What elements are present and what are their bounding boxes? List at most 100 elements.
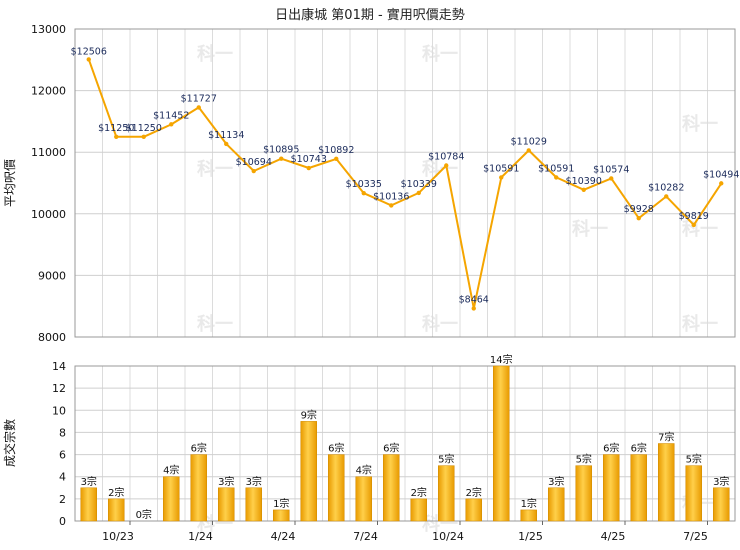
bottom-y-tick-label: 10: [52, 404, 66, 417]
count-bar: [108, 498, 125, 522]
count-data-label: 6宗: [631, 442, 647, 455]
bottom-y-tick-label: 2: [59, 493, 66, 506]
x-tick-label: 7/25: [683, 530, 708, 543]
count-bar: [603, 454, 620, 522]
top-y-tick-label: 10000: [31, 208, 66, 221]
bottom-y-tick-label: 12: [52, 382, 66, 395]
count-bar: [80, 487, 97, 522]
price-data-label: $10743: [291, 154, 327, 165]
price-data-label: $8464: [459, 294, 489, 305]
price-data-label: $11452: [153, 110, 189, 121]
price-data-label: $10591: [538, 163, 574, 174]
top-y-axis-label: 平均呎價: [3, 159, 17, 207]
watermark-text: 科一: [682, 218, 718, 240]
bottom-plot-frame: [74, 365, 736, 522]
count-data-label: 3宗: [218, 475, 234, 488]
price-point: [114, 134, 119, 139]
price-data-label: $10339: [401, 179, 437, 190]
count-data-label: 2宗: [108, 486, 124, 499]
price-line: [87, 59, 723, 310]
price-data-label: $11727: [181, 93, 217, 104]
price-point: [334, 156, 339, 162]
bottom-y-tick-label: 8: [59, 426, 66, 439]
price-point: [444, 163, 449, 168]
count-bar: [383, 454, 400, 522]
count-bar: [273, 509, 290, 522]
bottom-y-axis-label: 成交宗數: [2, 419, 17, 467]
price-point: [719, 181, 724, 186]
count-data-label: 1宗: [273, 497, 289, 510]
price-point: [609, 176, 614, 181]
price-data-label: $10892: [318, 145, 354, 156]
count-bar: [410, 498, 427, 522]
count-bar: [548, 487, 565, 522]
count-data-label: 0宗: [136, 508, 152, 521]
top-y-tick-label: 13000: [31, 23, 66, 36]
count-data-label: 3宗: [548, 475, 564, 488]
count-data-label: 6宗: [603, 442, 619, 455]
chart-title: 日出康城 第01期 - 實用呎價走勢: [275, 7, 465, 23]
x-tick-label: 1/25: [518, 530, 543, 543]
top-plot-frame: [74, 28, 736, 338]
count-data-label: 4宗: [163, 464, 179, 477]
count-data-label: 2宗: [411, 486, 427, 499]
count-data-label: 5宗: [576, 453, 592, 466]
watermark-text: 科一: [572, 218, 608, 240]
count-bar: [658, 443, 675, 522]
price-point: [554, 175, 559, 180]
price-point: [389, 203, 394, 208]
x-tick-label: 10/24: [432, 530, 464, 543]
price-data-label: $10784: [428, 152, 464, 163]
price-data-label: $10136: [373, 191, 409, 202]
count-data-label: 3宗: [713, 475, 729, 488]
count-bar: [328, 454, 345, 522]
price-data-label: $12506: [71, 46, 107, 57]
count-data-label: 3宗: [246, 475, 262, 488]
bottom-y-tick-label: 6: [59, 449, 66, 462]
price-point: [279, 156, 284, 161]
x-tick-label: 4/25: [601, 530, 626, 543]
count-bar: [465, 498, 482, 522]
price-data-label: $10591: [483, 163, 519, 174]
price-point: [361, 190, 366, 196]
price-point: [691, 222, 696, 228]
count-data-label: 4宗: [356, 464, 372, 477]
count-bar: [438, 465, 455, 522]
price-data-label: $10282: [648, 182, 684, 193]
count-bar: [685, 465, 702, 522]
price-point: [141, 134, 146, 139]
count-data-label: 6宗: [328, 442, 344, 455]
price-point: [636, 216, 641, 221]
x-tick-label: 4/24: [271, 530, 296, 543]
count-bar: [218, 487, 235, 522]
count-data-label: 5宗: [438, 453, 454, 466]
price-data-label: $9928: [624, 204, 654, 215]
bottom-y-tick-label: 0: [59, 515, 66, 528]
price-data-label: $10494: [703, 169, 739, 180]
count-data-label: 6宗: [383, 442, 399, 455]
price-point: [86, 57, 91, 62]
watermark-text: 科一: [422, 43, 458, 65]
count-bar: [245, 487, 262, 522]
x-tick-label: 7/24: [353, 530, 378, 543]
count-bar: [163, 476, 180, 522]
watermark-text: 科一: [682, 113, 718, 135]
count-bar: [713, 487, 730, 522]
count-bar: [190, 454, 207, 522]
price-data-label: $10895: [263, 145, 299, 156]
top-y-tick-label: 11000: [31, 146, 66, 159]
price-data-label: $10335: [346, 179, 382, 190]
watermark-text: 科一: [197, 313, 233, 335]
price-point: [306, 165, 311, 171]
price-data-label: $11250: [98, 123, 134, 134]
count-data-label: 7宗: [658, 431, 674, 444]
bottom-y-tick-label: 4: [59, 471, 66, 484]
count-bar: [630, 454, 647, 522]
price-data-label: $9819: [679, 211, 709, 222]
watermark-text: 科一: [682, 313, 718, 335]
x-tick-label: 1/24: [188, 530, 213, 543]
count-data-label: 1宗: [521, 497, 537, 510]
count-bar: [575, 465, 592, 522]
top-y-tick-label: 12000: [31, 85, 66, 98]
price-data-label: $11029: [511, 136, 547, 147]
